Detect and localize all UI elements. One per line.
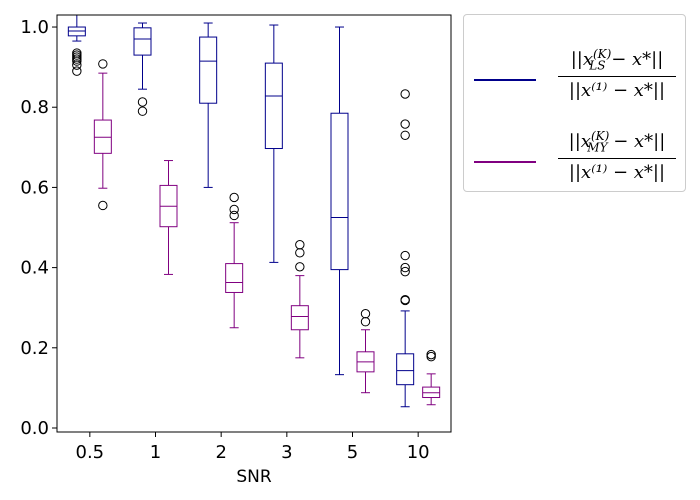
outlier-point: [295, 240, 305, 250]
box-iqr: [133, 27, 152, 56]
legend-ls-fraction-bar: [558, 75, 676, 77]
legend: ||x(K)LS − x*|| ||x⁽¹⁾ − x*|| ||x(K)MY −…: [463, 14, 686, 192]
y-tick-label: 0.8: [20, 97, 49, 118]
legend-line-my: [474, 161, 536, 163]
box-iqr: [290, 305, 309, 331]
outlier-point: [137, 106, 148, 116]
box-iqr: [396, 353, 415, 386]
outlier-point: [400, 130, 410, 140]
legend-ls-denominator: ||x⁽¹⁾ − x*||: [568, 79, 666, 101]
outlier-point: [295, 248, 305, 258]
outlier-point: [400, 262, 410, 273]
outlier-point: [137, 97, 148, 107]
outlier-point: [72, 60, 82, 70]
box-ls-10: [396, 89, 415, 408]
legend-entry-ls: ||x(K)LS − x*|| ||x⁽¹⁾ − x*||: [464, 29, 685, 101]
legend-line-ls: [474, 79, 536, 81]
axes-frame: [56, 14, 452, 433]
box-iqr: [330, 112, 349, 271]
y-tick-label: 1.0: [20, 17, 49, 38]
outlier-point: [229, 210, 239, 221]
legend-my-numerator: ||x(K)MY − x*||: [568, 129, 666, 155]
box-ls-0.5: [67, 14, 86, 76]
y-tick-label: 0.0: [20, 418, 49, 439]
y-tick-label: 0.4: [20, 258, 49, 279]
outlier-point: [426, 349, 436, 360]
box-ls-3: [264, 24, 283, 263]
box-ls-5: [330, 26, 349, 376]
box-my-10: [422, 349, 441, 406]
outlier-point: [400, 266, 410, 277]
legend-my-fraction-bar: [558, 157, 676, 159]
x-tick-label: 5: [347, 442, 358, 463]
outlier-point: [360, 309, 371, 319]
y-tick-label: 0.6: [20, 177, 49, 198]
legend-entry-my: ||x(K)MY − x*|| ||x⁽¹⁾ − x*||: [464, 111, 685, 183]
box-ls-2: [199, 22, 218, 188]
x-tick-label: 2: [215, 442, 226, 463]
plot-area: [67, 14, 441, 408]
box-my-3: [290, 240, 309, 359]
box-my-2: [225, 192, 244, 329]
axes: 0.0 0.2 0.4 0.6 0.8 1.0 0.5 1 2 3 5 10: [20, 17, 429, 463]
outlier-point: [400, 119, 410, 129]
box-my-5: [356, 309, 375, 394]
x-tick-label: 1: [150, 442, 161, 463]
legend-label-my: ||x(K)MY − x*|| ||x⁽¹⁾ − x*||: [556, 129, 678, 183]
outlier-point: [400, 89, 410, 99]
y-tick-label: 0.2: [20, 338, 49, 359]
x-axis-label: SNR: [236, 467, 272, 487]
outlier-point: [400, 250, 410, 261]
box-iqr: [264, 62, 283, 150]
outlier-point: [229, 192, 239, 203]
legend-my-denominator: ||x⁽¹⁾ − x*||: [568, 161, 666, 183]
box-my-0.5: [93, 59, 112, 211]
outlier-point: [400, 295, 410, 306]
x-tick-label: 0.5: [76, 442, 105, 463]
outlier-point: [295, 262, 305, 272]
outlier-point: [98, 59, 108, 69]
box-ls-1: [133, 22, 152, 116]
box-iqr: [93, 119, 112, 154]
legend-ls-numerator: ||x(K)LS − x*||: [570, 47, 664, 73]
outlier-point: [72, 66, 82, 76]
outlier-point: [229, 204, 239, 215]
legend-label-ls: ||x(K)LS − x*|| ||x⁽¹⁾ − x*||: [556, 47, 678, 101]
box-iqr: [199, 36, 218, 104]
x-tick-label: 3: [281, 442, 292, 463]
outlier-point: [426, 351, 436, 362]
box-my-1: [159, 160, 178, 275]
outlier-point: [72, 56, 82, 66]
outlier-point: [360, 317, 371, 327]
x-tick-label: 10: [407, 442, 430, 463]
box-iqr: [225, 263, 244, 293]
outlier-point: [98, 200, 108, 211]
